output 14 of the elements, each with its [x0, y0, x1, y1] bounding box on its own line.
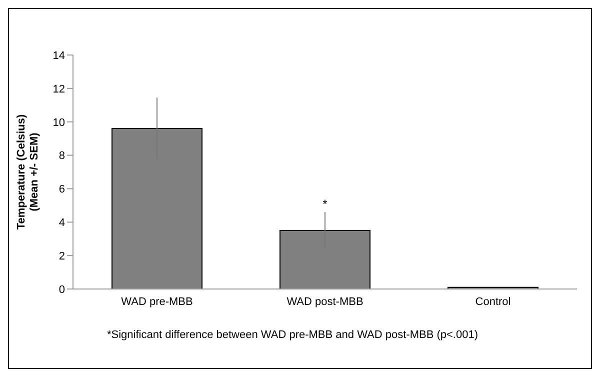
x-tick-label: WAD post-MBB	[286, 296, 364, 308]
y-tick-label: 8	[58, 150, 65, 162]
y-tick-label: 0	[58, 284, 65, 296]
y-tick-label: 12	[52, 83, 65, 96]
text: *Significant difference between WAD pre-MBB and WAD post-MBB (p<.001)	[107, 329, 478, 341]
y-tick-label: 14	[52, 50, 65, 62]
y-tick-label: 2	[58, 250, 65, 262]
y-axis-title: Temperature (Celsius) (Mean +/- SEM)	[16, 114, 40, 230]
y-tick-label: 10	[52, 116, 65, 129]
annotation: *	[322, 197, 328, 212]
x-tick-label: Control	[475, 296, 511, 308]
y-tick-label: 6	[58, 184, 65, 196]
x-tick-label: WAD pre-MBB	[121, 296, 193, 308]
y-tick-label: 4	[58, 217, 65, 230]
